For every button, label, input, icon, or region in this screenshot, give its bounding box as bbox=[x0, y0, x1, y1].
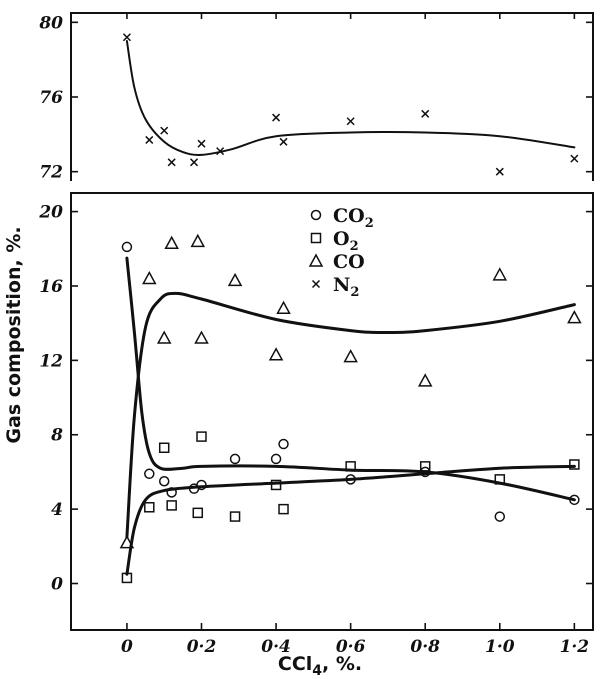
n2-fitted-curve bbox=[125, 40, 576, 156]
n2-data-point bbox=[346, 117, 355, 126]
o2-data-point bbox=[569, 459, 580, 470]
o2-data-point bbox=[158, 442, 170, 454]
n2-data-point bbox=[190, 158, 199, 167]
legend-square-marker bbox=[310, 232, 322, 244]
o2-data-point bbox=[278, 503, 289, 515]
lower-ytick-label: 12 bbox=[39, 351, 63, 371]
lower-ytick-label: 8 bbox=[50, 426, 63, 446]
co2-data-point bbox=[569, 494, 580, 506]
o2-fitted-curve bbox=[125, 464, 576, 576]
lower-ytick-label: 16 bbox=[39, 277, 63, 297]
lower-panel-border bbox=[70, 192, 594, 631]
legend-circle-marker bbox=[310, 209, 322, 221]
co-data-point bbox=[194, 330, 209, 344]
co2-data-point bbox=[278, 438, 289, 450]
upper-ytick-label: 80 bbox=[38, 13, 63, 33]
data-points bbox=[119, 33, 582, 584]
co-data-point bbox=[417, 373, 433, 387]
co-data-point bbox=[276, 300, 291, 315]
n2-data-point bbox=[421, 109, 430, 118]
co-data-point bbox=[119, 535, 135, 549]
n2-data-point bbox=[197, 139, 206, 148]
co-data-point bbox=[567, 310, 582, 324]
co-data-point bbox=[343, 349, 358, 363]
co2-data-point bbox=[158, 475, 170, 487]
y-axis-label: Gas composition, %. bbox=[3, 226, 25, 443]
n2-data-point bbox=[216, 147, 225, 156]
upper-panel-border bbox=[70, 12, 594, 181]
xtick-label: 1·2 bbox=[560, 637, 590, 657]
o2-data-point bbox=[419, 461, 431, 472]
legend-triangle-marker bbox=[308, 253, 324, 267]
upper-panel-frame bbox=[70, 12, 594, 181]
co2-data-point bbox=[144, 468, 155, 480]
co2-data-point bbox=[419, 466, 431, 478]
o2-data-point bbox=[494, 474, 506, 485]
o2-data-point bbox=[229, 511, 241, 522]
co-data-point bbox=[190, 233, 206, 248]
xtick-label: 0 bbox=[121, 637, 133, 657]
co2-data-point bbox=[166, 487, 177, 498]
co-data-point bbox=[492, 267, 508, 281]
o2-data-point bbox=[144, 502, 155, 513]
n2-data-point bbox=[122, 33, 131, 42]
n2-data-point bbox=[167, 158, 176, 167]
fitted-curves bbox=[125, 40, 576, 576]
co2-data-point bbox=[121, 241, 133, 253]
lower-ytick-label: 0 bbox=[51, 575, 63, 595]
o2-data-point bbox=[196, 431, 207, 442]
co-data-point bbox=[164, 235, 179, 249]
legend-x-marker bbox=[311, 279, 321, 289]
legend-entry-label: N2 bbox=[333, 274, 359, 300]
co-data-point bbox=[156, 330, 172, 344]
co2-data-point bbox=[494, 511, 506, 522]
lower-ytick-label: 4 bbox=[51, 500, 63, 520]
o2-data-point bbox=[192, 507, 204, 519]
legend-entry-label: CO bbox=[333, 251, 365, 273]
xtick-label: 0·4 bbox=[261, 637, 291, 657]
xtick-label: 0·8 bbox=[410, 637, 440, 657]
lower-panel-frame bbox=[70, 192, 594, 631]
o2-data-point bbox=[166, 500, 177, 511]
lower-ytick-label: 20 bbox=[38, 203, 63, 223]
n2-data-point bbox=[279, 137, 288, 146]
o2-data-point bbox=[345, 461, 356, 472]
n2-data-point bbox=[495, 167, 504, 176]
co2-data-point bbox=[229, 453, 241, 465]
n2-data-point bbox=[570, 154, 579, 163]
co-data-point bbox=[268, 347, 284, 361]
co2-data-point bbox=[270, 453, 282, 465]
n2-data-point bbox=[160, 126, 169, 135]
o2-data-point bbox=[270, 479, 282, 491]
o2-data-point bbox=[121, 572, 133, 584]
co2-data-point bbox=[345, 474, 356, 485]
n2-data-point bbox=[272, 113, 281, 122]
x-axis-label: CCl4, %. bbox=[278, 653, 362, 679]
xtick-label: 0·2 bbox=[187, 637, 217, 657]
co-data-point bbox=[142, 270, 157, 285]
co2-data-point bbox=[196, 479, 207, 491]
co-data-point bbox=[227, 272, 243, 287]
upper-ytick-label: 72 bbox=[39, 163, 63, 183]
upper-ytick-label: 76 bbox=[39, 88, 63, 108]
co-fitted-curve bbox=[125, 291, 576, 539]
n2-data-point bbox=[145, 135, 154, 144]
xtick-label: 0·6 bbox=[336, 637, 366, 657]
axis-ticks: 72 76 80 0 4 8 12 16 20 0 0·2 0·4 0·6 0·8 1·0 1·2 bbox=[38, 13, 593, 657]
xtick-label: 1·0 bbox=[485, 637, 515, 657]
